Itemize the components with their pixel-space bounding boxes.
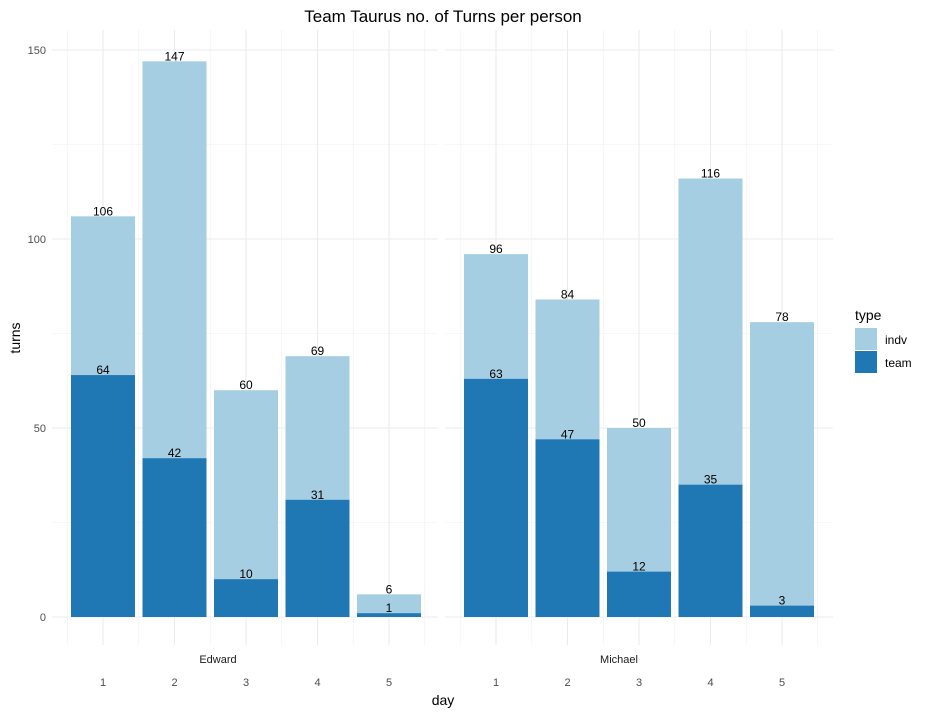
facet-label: Edward xyxy=(199,654,236,666)
data-label: 147 xyxy=(164,49,184,63)
data-label: 35 xyxy=(704,473,718,487)
facet-label: Michael xyxy=(600,654,638,666)
data-label: 31 xyxy=(311,488,325,502)
y-axis-title: turns xyxy=(7,322,23,353)
legend: type indv team xyxy=(855,307,912,373)
data-label: 84 xyxy=(561,287,575,301)
chart-title: Team Taurus no. of Turns per person xyxy=(304,7,582,26)
data-label: 12 xyxy=(632,560,646,574)
x-tick-label: 3 xyxy=(243,677,249,689)
y-tick-label: 0 xyxy=(40,612,46,624)
x-tick-label: 3 xyxy=(636,677,642,689)
data-label: 47 xyxy=(561,427,575,441)
x-tick-label: 2 xyxy=(564,677,570,689)
data-labels: 106 147 60 69 6 64 42 10 31 1 96 84 50 116 78 63 47 12 35 3 xyxy=(93,49,789,615)
data-label: 106 xyxy=(93,204,113,218)
data-label: 6 xyxy=(386,582,393,596)
data-label: 63 xyxy=(489,367,503,381)
bars xyxy=(71,61,814,617)
data-label: 50 xyxy=(632,416,646,430)
y-tick-label: 100 xyxy=(28,234,46,246)
data-label: 96 xyxy=(489,242,503,256)
legend-title: type xyxy=(855,307,882,323)
bar-michael-indv-day5 xyxy=(750,322,814,617)
data-label: 60 xyxy=(239,378,253,392)
x-tick-label: 2 xyxy=(171,677,177,689)
x-axis-title: day xyxy=(432,692,455,708)
bar-edward-team-day1 xyxy=(71,375,135,617)
x-tick-label: 4 xyxy=(707,677,713,689)
legend-key-team xyxy=(855,351,877,373)
y-tick-label: 50 xyxy=(34,423,46,435)
bar-edward-team-day5 xyxy=(357,613,421,617)
data-label: 42 xyxy=(168,446,182,460)
bar-michael-team-day1 xyxy=(464,378,528,617)
bar-edward-team-day2 xyxy=(142,458,207,617)
data-label: 78 xyxy=(775,310,789,324)
data-label: 116 xyxy=(701,167,720,181)
x-tick-label: 4 xyxy=(314,677,320,689)
bar-michael-team-day3 xyxy=(607,571,671,617)
legend-key-indv xyxy=(855,328,877,350)
bar-edward-team-day4 xyxy=(285,499,350,617)
x-tick-label: 1 xyxy=(100,677,106,689)
y-tick-label: 150 xyxy=(28,45,46,57)
x-tick-label: 5 xyxy=(779,677,785,689)
bar-michael-team-day2 xyxy=(535,439,600,617)
x-tick-label: 5 xyxy=(386,677,392,689)
legend-label-indv: indv xyxy=(885,333,907,347)
x-tick-label: 1 xyxy=(493,677,499,689)
data-label: 69 xyxy=(311,344,325,358)
data-label: 1 xyxy=(386,601,393,615)
data-label: 10 xyxy=(239,567,253,581)
bar-michael-team-day5 xyxy=(750,605,814,617)
legend-label-team: team xyxy=(885,356,912,370)
data-label: 3 xyxy=(779,594,786,608)
data-label: 64 xyxy=(96,363,110,377)
bar-edward-team-day3 xyxy=(214,579,278,617)
bar-michael-team-day4 xyxy=(678,484,743,617)
bar-edward-indv-day5 xyxy=(357,594,421,617)
